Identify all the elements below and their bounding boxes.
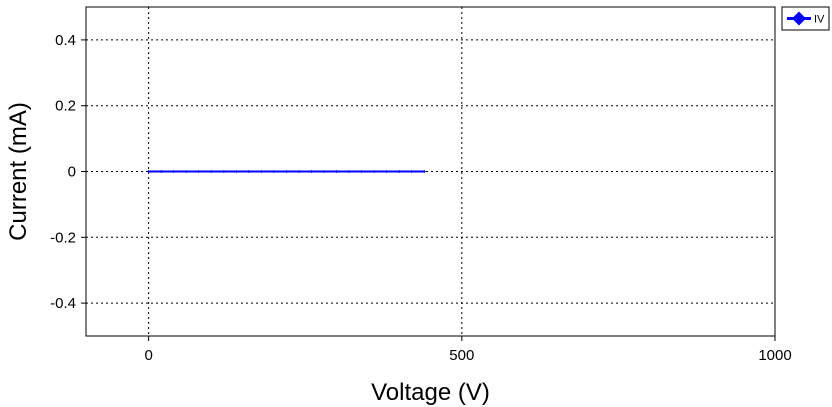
data-point bbox=[259, 169, 263, 174]
legend[interactable]: IV bbox=[781, 6, 830, 31]
y-tick-label: -0.2 bbox=[50, 229, 76, 246]
data-point bbox=[209, 169, 213, 174]
y-tick-label: 0.2 bbox=[55, 98, 76, 115]
data-point bbox=[272, 169, 276, 174]
data-point bbox=[172, 169, 176, 174]
x-tick-label: 0 bbox=[144, 347, 152, 364]
data-point bbox=[184, 169, 188, 174]
data-point bbox=[334, 169, 339, 174]
legend-diamond-icon bbox=[792, 11, 806, 26]
data-point bbox=[397, 169, 401, 174]
data-point bbox=[284, 169, 289, 174]
data-point bbox=[297, 169, 301, 174]
data-point bbox=[147, 169, 151, 174]
data-point bbox=[385, 169, 389, 174]
series-layer bbox=[147, 169, 426, 174]
y-axis: -0.4 -0.2 0 0.2 0.4 bbox=[50, 32, 86, 312]
y-axis-title: Current (mA) bbox=[5, 102, 32, 241]
data-point bbox=[247, 169, 251, 174]
data-point bbox=[234, 169, 238, 174]
y-tick-label: 0 bbox=[68, 164, 76, 181]
x-axis: 0 500 1000 bbox=[144, 336, 792, 364]
y-tick-label: 0.4 bbox=[55, 32, 76, 49]
data-point bbox=[360, 169, 364, 174]
data-point bbox=[222, 169, 226, 174]
data-point bbox=[309, 169, 314, 174]
x-tick-label: 1000 bbox=[758, 347, 791, 364]
data-point bbox=[197, 169, 201, 174]
data-point bbox=[372, 169, 376, 174]
data-point bbox=[347, 169, 351, 174]
legend-label-iv: IV bbox=[814, 14, 825, 26]
data-point bbox=[410, 169, 414, 174]
x-axis-title: Voltage (V) bbox=[371, 379, 490, 406]
x-tick-label: 500 bbox=[449, 347, 474, 364]
data-point bbox=[159, 169, 163, 174]
data-point bbox=[322, 169, 326, 174]
data-point bbox=[422, 169, 426, 174]
y-tick-label: -0.4 bbox=[50, 295, 76, 312]
